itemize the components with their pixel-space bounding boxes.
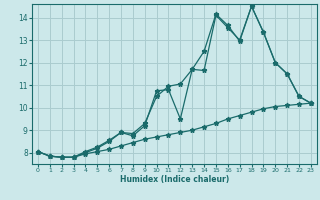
X-axis label: Humidex (Indice chaleur): Humidex (Indice chaleur) — [120, 175, 229, 184]
